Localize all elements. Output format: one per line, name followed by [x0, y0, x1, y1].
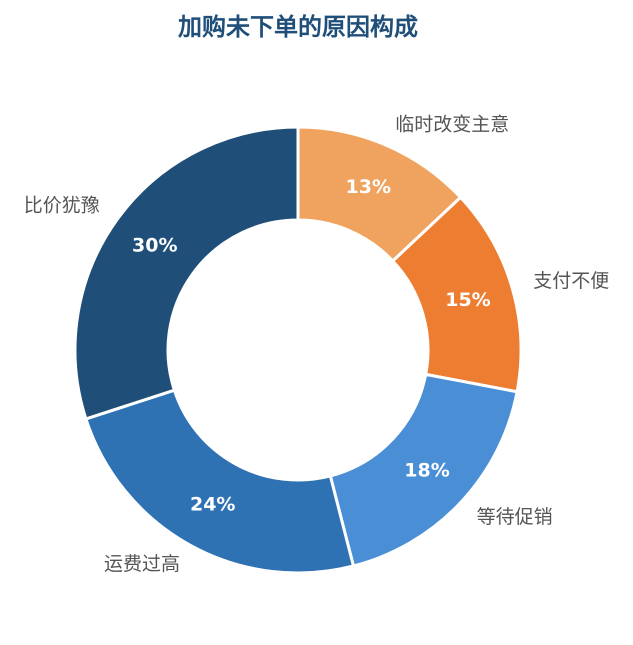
- value-label: 30%: [132, 234, 177, 256]
- category-label: 支付不便: [533, 270, 609, 292]
- slice: [84, 388, 356, 575]
- category-label: 临时改变主意: [395, 114, 509, 136]
- value-label: 15%: [445, 289, 490, 311]
- category-label: 等待促销: [477, 506, 553, 528]
- slice: [73, 125, 300, 421]
- category-label: 比价犹豫: [24, 194, 100, 216]
- chart-title: 加购未下单的原因构成: [178, 13, 418, 41]
- value-label: 24%: [190, 494, 235, 516]
- category-label: 运费过高: [104, 553, 180, 575]
- value-label: 18%: [404, 460, 449, 482]
- value-label: 13%: [346, 176, 391, 198]
- slice: [328, 372, 519, 568]
